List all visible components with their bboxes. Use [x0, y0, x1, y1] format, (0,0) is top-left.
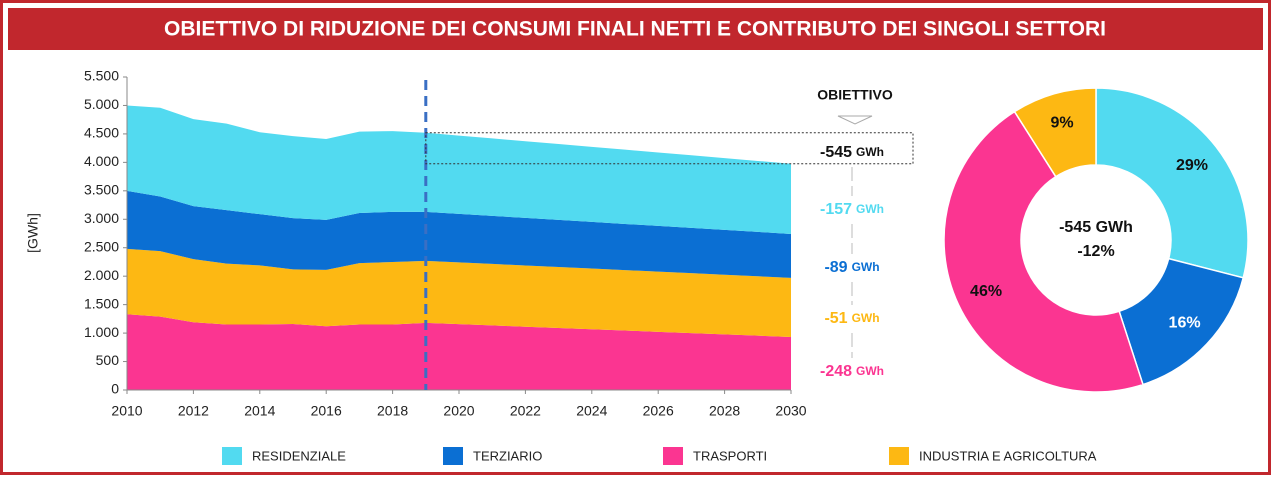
x-tick-label: 2012 — [178, 403, 209, 419]
y-tick-label: 5.500 — [84, 68, 119, 84]
donut-label: 46% — [970, 283, 1002, 300]
x-tick-label: 2010 — [111, 403, 142, 419]
annotation: -157 GWh — [820, 201, 884, 218]
annotation-title: OBIETTIVO — [817, 87, 893, 103]
area — [127, 190, 791, 278]
annotation-unit: GWh — [856, 145, 884, 159]
donut-label: 29% — [1176, 157, 1208, 174]
annotation-unit: GWh — [856, 364, 884, 378]
title: OBIETTIVO DI RIDUZIONE DEI CONSUMI FINAL… — [164, 18, 1106, 41]
y-tick-label: 2.500 — [84, 238, 119, 254]
donut-slice — [943, 110, 1144, 393]
annotation: -248 GWh — [820, 363, 884, 380]
donut-label: 9% — [1051, 115, 1074, 132]
legend-label: RESIDENZIALE — [252, 448, 346, 463]
donut-slice — [1013, 87, 1097, 178]
x-tick-label: 2028 — [709, 403, 740, 419]
x-tick-label: 2030 — [775, 403, 806, 419]
y-tick-label: 1.000 — [84, 324, 119, 340]
annotation-value: -545 — [820, 144, 852, 161]
area — [127, 248, 791, 337]
title-bar — [8, 8, 1263, 50]
y-axis-label: [GWh] — [25, 213, 41, 253]
annotation-arrow — [837, 115, 873, 125]
x-tick-label: 2026 — [643, 403, 674, 419]
annotation-value: -248 — [820, 363, 852, 380]
area — [127, 314, 791, 390]
x-tick-label: 2024 — [576, 403, 607, 419]
target-box — [425, 132, 914, 165]
legend-swatch — [889, 447, 909, 465]
y-tick-label: 500 — [96, 352, 120, 368]
y-tick-label: 5.000 — [84, 96, 119, 112]
y-tick-label: 4.000 — [84, 153, 119, 169]
x-tick-label: 2020 — [443, 403, 474, 419]
y-tick-label: 1.500 — [84, 295, 119, 311]
legend-label: INDUSTRIA E AGRICOLTURA — [919, 448, 1097, 463]
y-tick-label: 0 — [111, 381, 119, 397]
annotation-unit: GWh — [852, 311, 880, 325]
legend-swatch — [222, 447, 242, 465]
annotation-unit: GWh — [852, 260, 880, 274]
legend-swatch — [443, 447, 463, 465]
donut-slice — [1095, 87, 1249, 279]
donut-center: -12% — [1077, 243, 1114, 260]
legend-swatch — [663, 447, 683, 465]
annotation-unit: GWh — [856, 202, 884, 216]
legend-label: TRASPORTI — [693, 448, 767, 463]
x-tick-label: 2018 — [377, 403, 408, 419]
annotation-value: -89 — [824, 259, 847, 276]
area — [127, 105, 791, 234]
y-tick-label: 2.000 — [84, 267, 119, 283]
donut-center: -545 GWh — [1059, 219, 1133, 236]
annotation: -89 GWh — [824, 259, 879, 276]
annotation-value: -157 — [820, 201, 852, 218]
annotation: -545 GWh — [820, 144, 884, 161]
x-tick-label: 2016 — [311, 403, 342, 419]
annotation-value: -51 — [824, 310, 847, 327]
y-tick-label: 3.500 — [84, 182, 119, 198]
donut-label: 16% — [1169, 314, 1201, 331]
x-tick-label: 2014 — [244, 403, 275, 419]
annotation: -51 GWh — [824, 310, 879, 327]
y-tick-label: 4.500 — [84, 125, 119, 141]
legend-label: TERZIARIO — [473, 448, 542, 463]
y-tick-label: 3.000 — [84, 210, 119, 226]
x-tick-label: 2022 — [510, 403, 541, 419]
